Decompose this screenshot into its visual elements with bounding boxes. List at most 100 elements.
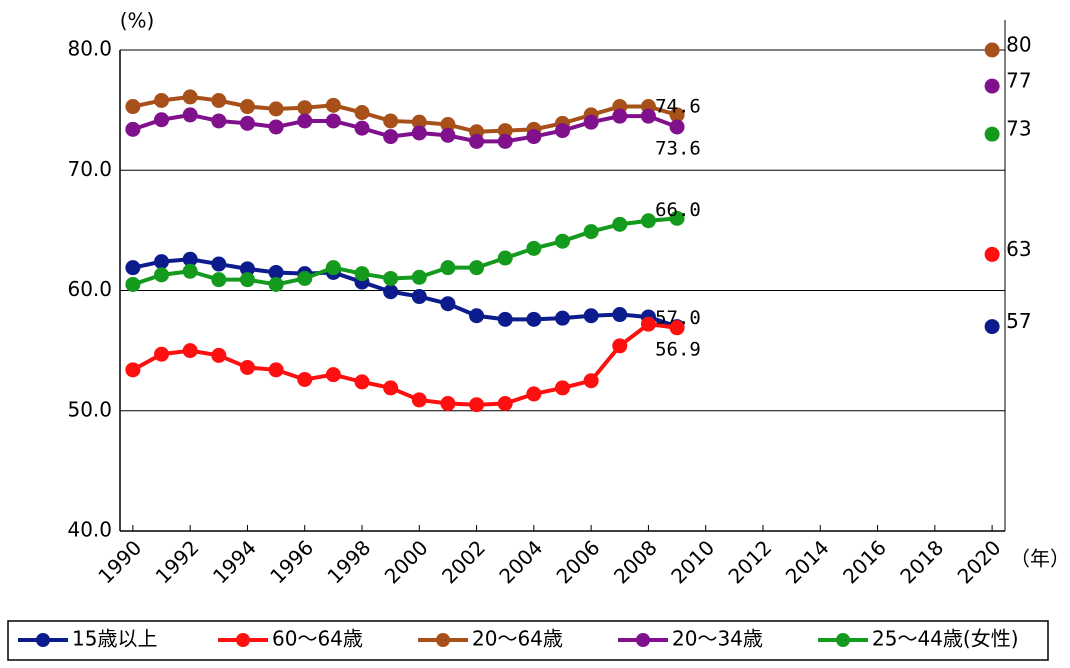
y-tick-label: 60.0 [67, 277, 112, 301]
value-label: 56.9 [655, 338, 701, 360]
target-point [984, 78, 1000, 94]
point [383, 129, 399, 145]
point [182, 263, 198, 279]
point [583, 114, 599, 130]
legend-label: 60～64歳 [272, 627, 363, 651]
point [154, 93, 170, 109]
point [440, 296, 456, 312]
point [669, 119, 685, 135]
point [239, 115, 255, 131]
target-point [984, 126, 1000, 142]
legend-box [7, 620, 1049, 661]
point [354, 120, 370, 136]
point [268, 264, 284, 280]
point [669, 107, 685, 123]
point [497, 133, 513, 149]
legend-marker [36, 633, 50, 647]
point [154, 267, 170, 283]
x-tick-label: 2000 [380, 535, 433, 588]
point [640, 213, 656, 229]
point [211, 347, 227, 363]
target-label: 63 [1006, 237, 1031, 261]
x-tick-label: 1992 [151, 535, 204, 588]
point [612, 307, 628, 323]
point [612, 216, 628, 232]
target-label: 57 [1006, 309, 1031, 333]
target-label: 77 [1006, 69, 1031, 93]
point [125, 260, 141, 276]
point [469, 133, 485, 149]
point [411, 392, 427, 408]
point [239, 261, 255, 277]
x-tick-label: 2002 [437, 535, 490, 588]
point [555, 310, 570, 326]
point [239, 359, 255, 375]
legend-label: 25～44歳(女性) [872, 627, 1019, 651]
point [182, 343, 198, 359]
y-unit: (%) [120, 9, 155, 33]
point [440, 127, 456, 143]
point [268, 101, 284, 117]
legend-marker [636, 633, 650, 647]
x-tick-label: 2020 [953, 535, 1006, 588]
y-tick-label: 50.0 [67, 397, 112, 421]
y-tick-label: 70.0 [67, 157, 112, 181]
point [325, 260, 341, 276]
point [297, 270, 313, 286]
point [154, 254, 170, 270]
point [583, 308, 599, 324]
point [555, 233, 570, 249]
point [411, 125, 427, 141]
point [125, 276, 141, 292]
value-label: 66.0 [655, 199, 701, 221]
y-tick-label: 40.0 [67, 518, 112, 542]
value-label: 73.6 [655, 137, 701, 159]
point [383, 113, 399, 129]
target-label: 73 [1006, 117, 1031, 141]
point [411, 289, 427, 305]
target-point [984, 319, 1000, 335]
point [440, 117, 456, 133]
x-tick-label: 1996 [265, 535, 318, 588]
legend-label: 20～64歳 [472, 627, 563, 651]
target-label: 80 [1006, 33, 1031, 57]
point [640, 108, 656, 124]
point [354, 266, 370, 282]
point [297, 113, 313, 129]
point [211, 256, 227, 272]
x-tick-label: 2018 [895, 535, 948, 588]
point [182, 89, 198, 105]
point [640, 316, 656, 332]
point [182, 107, 198, 123]
point [411, 269, 427, 285]
x-tick-label: 2004 [494, 535, 547, 588]
point [583, 224, 599, 240]
point [497, 396, 513, 412]
target-point [984, 246, 1000, 262]
y-tick-label: 80.0 [67, 37, 112, 61]
point [383, 270, 399, 286]
point [669, 320, 685, 336]
point [239, 272, 255, 288]
point [325, 97, 341, 113]
point [526, 311, 542, 327]
point [125, 362, 141, 378]
point [211, 113, 227, 129]
point [354, 374, 370, 390]
value-label: 57.0 [655, 307, 701, 329]
point [211, 272, 227, 288]
x-tick-label: 1990 [93, 535, 146, 588]
point [239, 99, 255, 115]
point [154, 112, 170, 128]
point [154, 346, 170, 362]
point [383, 284, 399, 300]
point [469, 308, 485, 324]
point [497, 250, 513, 266]
point [297, 100, 313, 116]
point [325, 367, 341, 383]
x-unit: （年） [1010, 547, 1070, 571]
x-tick-label: 2006 [552, 535, 605, 588]
legend-marker [236, 633, 250, 647]
point [669, 210, 685, 226]
legend-label: 20～34歳 [672, 627, 763, 651]
